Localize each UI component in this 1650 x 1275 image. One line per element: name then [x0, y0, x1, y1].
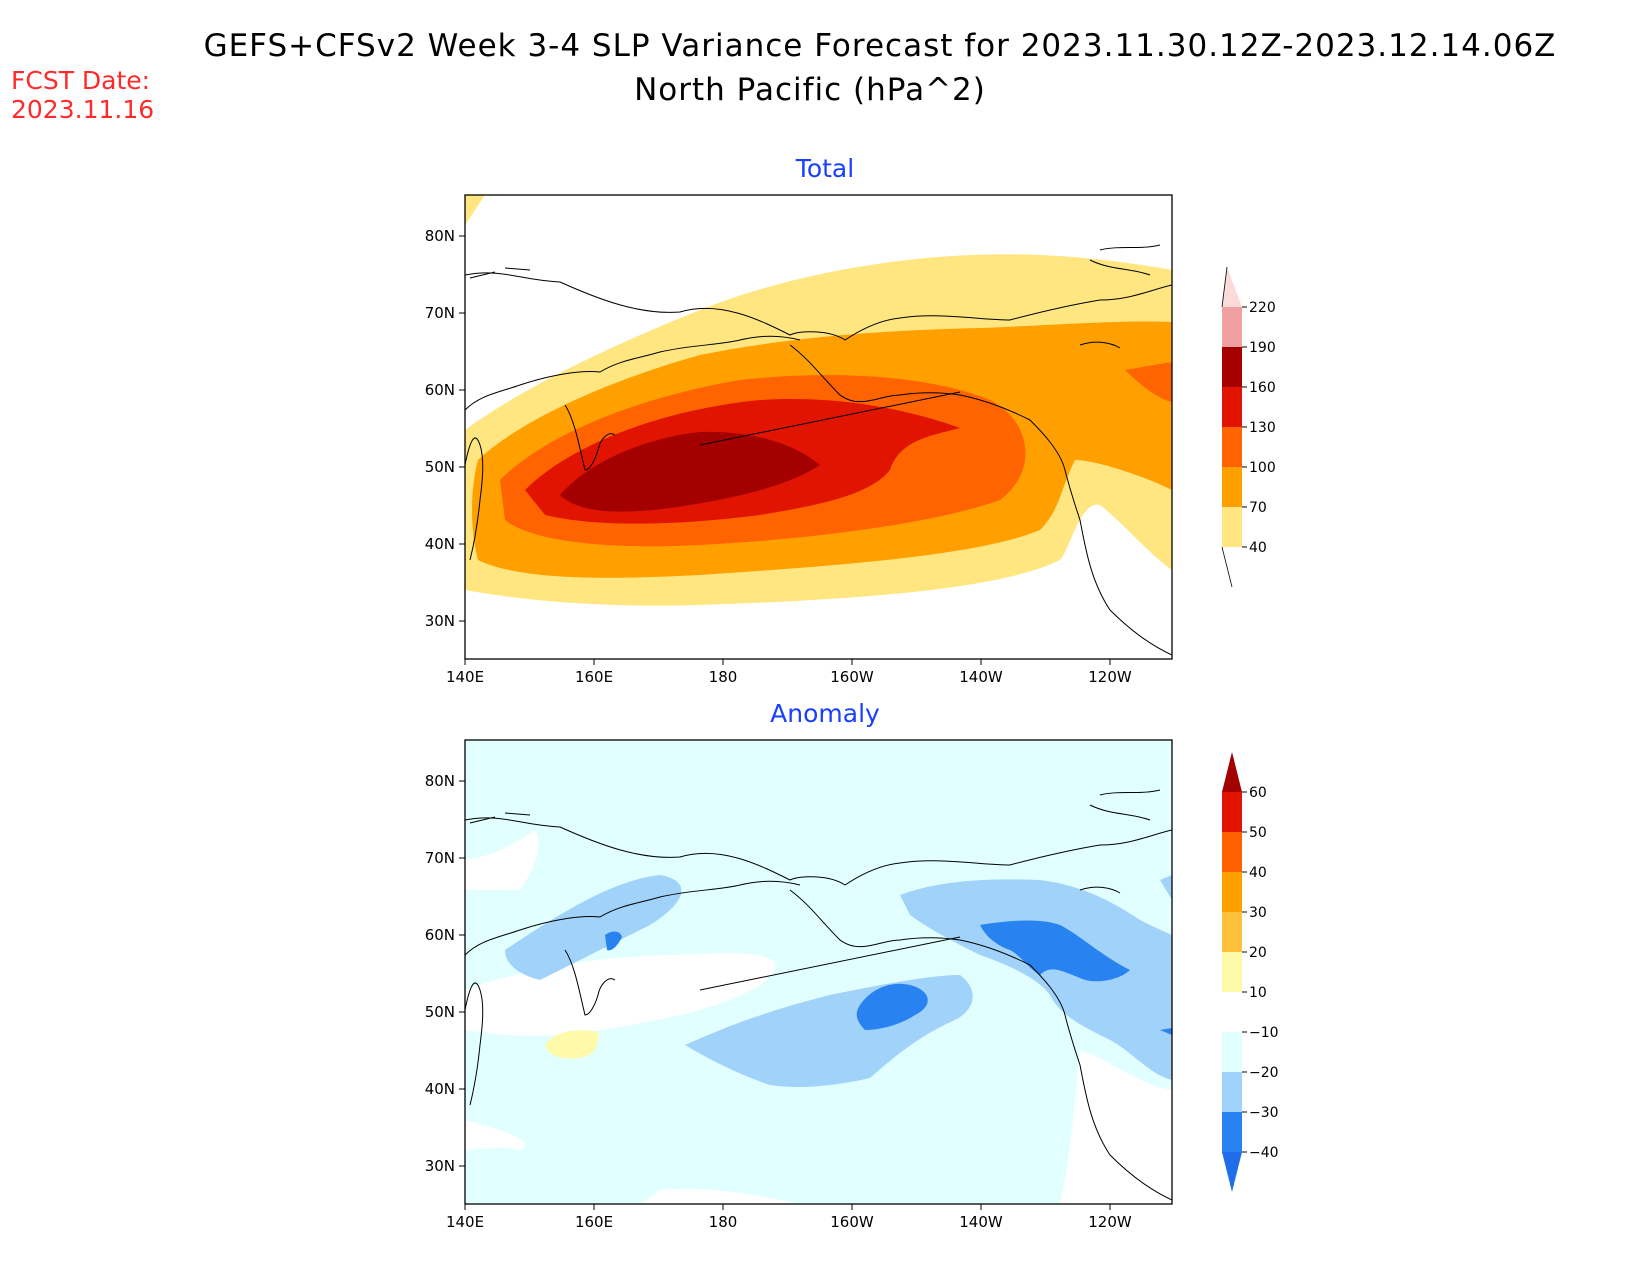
contour-minus20	[505, 875, 682, 980]
contour-minus30	[605, 931, 622, 951]
colorbar-label: −30	[1249, 1105, 1279, 1121]
x-tick-label: 140E	[446, 1213, 484, 1231]
y-tick-label: 30N	[425, 1157, 455, 1175]
colorbar-swatch	[1222, 1112, 1242, 1152]
chart-subtitle: North Pacific (hPa^2)	[634, 72, 986, 108]
near-zero-region	[640, 1188, 800, 1204]
anomaly-axes: 140E 160E 180 160W 140W 120W 80N 70N 60N 50N 40N 30…	[425, 772, 1132, 1231]
contour-40-corner	[465, 195, 485, 225]
contour-minus30	[980, 920, 1130, 982]
colorbar-label: −10	[1249, 1025, 1279, 1041]
colorbar-label: 40	[1249, 540, 1267, 556]
anomaly-contours	[465, 830, 1172, 1204]
colorbar-label: 190	[1249, 340, 1276, 356]
colorbar-swatch	[1222, 507, 1242, 547]
total-contours	[465, 195, 1172, 606]
colorbar-swatch	[1222, 427, 1242, 467]
colorbar-extend-max-edge	[1221, 266, 1228, 308]
colorbar-extend-max	[1222, 752, 1242, 792]
y-tick-label: 80N	[425, 772, 455, 790]
colorbar-swatch	[1222, 347, 1242, 387]
fcst-label: FCST Date:	[11, 66, 151, 95]
y-tick-label: 50N	[425, 458, 455, 476]
x-tick-label: 160E	[575, 668, 613, 686]
contour-160	[560, 431, 820, 512]
x-tick-label: 140W	[959, 668, 1003, 686]
anomaly-panel: Anomaly	[425, 699, 1279, 1231]
contour-minus30	[856, 983, 928, 1030]
colorbar-swatch	[1222, 792, 1242, 832]
y-tick-label: 80N	[425, 227, 455, 245]
y-tick-label: 70N	[425, 304, 455, 322]
colorbar-swatch	[1222, 467, 1242, 507]
x-tick-label: 120W	[1088, 1213, 1132, 1231]
colorbar-label: −40	[1249, 1145, 1279, 1161]
near-zero-region	[465, 1120, 526, 1150]
coastlines	[465, 244, 1172, 656]
colorbar-label: 10	[1249, 985, 1267, 1001]
y-tick-label: 50N	[425, 1003, 455, 1021]
frame-border	[464, 739, 1173, 1205]
colorbar-label: 60	[1249, 785, 1267, 801]
colorbar-label: 50	[1249, 825, 1267, 841]
colorbar-label: 220	[1249, 300, 1276, 316]
colorbar-label: 100	[1249, 460, 1276, 476]
total-axes: 140E 160E 180 160W 140W 120W 80N 70N 60N 50N 40N 30…	[425, 227, 1132, 686]
colorbar-label: −20	[1249, 1065, 1279, 1081]
colorbar-swatch	[1222, 912, 1242, 952]
colorbar-swatch	[1222, 952, 1242, 992]
anomaly-panel-title: Anomaly	[770, 699, 880, 728]
y-tick-label: 40N	[425, 1080, 455, 1098]
x-tick-label: 180	[709, 1213, 738, 1231]
y-tick-label: 30N	[425, 612, 455, 630]
contour-minus30	[1160, 1028, 1172, 1035]
near-zero-region	[1060, 1050, 1172, 1204]
colorbar-label: 20	[1249, 945, 1267, 961]
x-tick-label: 120W	[1088, 668, 1132, 686]
colorbar-swatch	[1222, 307, 1242, 347]
y-tick-label: 70N	[425, 849, 455, 867]
x-tick-label: 160W	[830, 1213, 874, 1231]
x-tick-label: 160E	[575, 1213, 613, 1231]
x-tick-label: 160W	[830, 668, 874, 686]
colorbar-extend-min	[1222, 1152, 1242, 1192]
x-tick-label: 180	[709, 668, 738, 686]
total-panel-title: Total	[795, 154, 854, 183]
colorbar-label: 160	[1249, 380, 1276, 396]
frame-border	[464, 194, 1173, 660]
total-colorbar: 40 70 100 130 160 190 220	[1221, 266, 1276, 588]
x-tick-label: 140E	[446, 668, 484, 686]
colorbar-label: 30	[1249, 905, 1267, 921]
contour-minus20	[1160, 875, 1172, 900]
colorbar-swatch	[1222, 872, 1242, 912]
total-panel: Total 140E 160E 180 160W 140W 1	[425, 154, 1276, 686]
colorbar-label: 40	[1249, 865, 1267, 881]
fcst-date: 2023.11.16	[11, 95, 155, 124]
coastlines	[465, 789, 1172, 1201]
contour-100-east	[1125, 362, 1172, 402]
near-zero-region	[465, 830, 539, 890]
y-tick-label: 60N	[425, 926, 455, 944]
anomaly-colorbar: −40 −30 −20 −10 10 20 30 40 50 60	[1222, 752, 1279, 1192]
colorbar-swatch	[1222, 992, 1242, 1032]
colorbar-swatch	[1222, 1072, 1242, 1112]
contour-minus20	[900, 879, 1172, 1080]
contour-plus10	[545, 1030, 599, 1059]
colorbar-label: 70	[1249, 500, 1267, 516]
colorbar-swatch	[1222, 832, 1242, 872]
colorbar-extend-max	[1222, 267, 1242, 307]
colorbar-label: 130	[1249, 420, 1276, 436]
x-tick-label: 140W	[959, 1213, 1003, 1231]
y-tick-label: 60N	[425, 381, 455, 399]
colorbar-swatch	[1222, 387, 1242, 427]
colorbar-extend-min-edge	[1221, 546, 1233, 588]
chart-title: GEFS+CFSv2 Week 3-4 SLP Variance Forecas…	[203, 28, 1557, 64]
y-tick-label: 40N	[425, 535, 455, 553]
colorbar-swatch	[1222, 1032, 1242, 1072]
